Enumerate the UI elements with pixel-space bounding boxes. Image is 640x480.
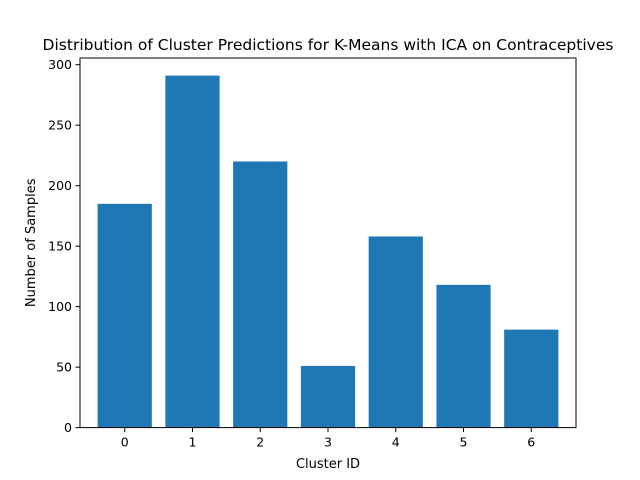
- y-axis-label: Number of Samples: [24, 178, 39, 307]
- y-tick-label: 150: [48, 239, 72, 254]
- chart-title: Distribution of Cluster Predictions for …: [43, 36, 614, 54]
- x-tick-label: 0: [121, 435, 129, 450]
- x-axis-ticks: 0 1 2 3 4 5 6: [121, 427, 535, 450]
- y-tick-label: 300: [48, 57, 72, 72]
- bar-cluster-2: [233, 161, 288, 428]
- bar-cluster-4: [368, 236, 423, 428]
- bar-cluster-5: [436, 284, 491, 428]
- bar-cluster-3: [300, 365, 356, 428]
- plot-frame: [79, 57, 577, 429]
- y-tick-label: 200: [48, 178, 72, 193]
- x-tick-label: 5: [460, 435, 468, 450]
- bars-layer: [97, 75, 559, 428]
- y-tick-label: 100: [48, 299, 72, 314]
- x-tick-label: 1: [189, 435, 197, 450]
- bar-cluster-6: [504, 329, 559, 428]
- bar-cluster-1: [165, 75, 220, 428]
- x-axis-label: Cluster ID: [296, 457, 360, 472]
- x-tick-label: 3: [324, 435, 332, 450]
- x-tick-label: 4: [392, 435, 400, 450]
- y-tick-label: 0: [64, 420, 72, 435]
- y-tick-label: 250: [48, 118, 72, 133]
- bar-cluster-0: [97, 203, 152, 428]
- x-tick-label: 2: [256, 435, 264, 450]
- x-tick-label: 6: [527, 435, 535, 450]
- y-axis-ticks: 0 50 100 150 200 250 300: [48, 57, 80, 435]
- y-tick-label: 50: [56, 360, 72, 375]
